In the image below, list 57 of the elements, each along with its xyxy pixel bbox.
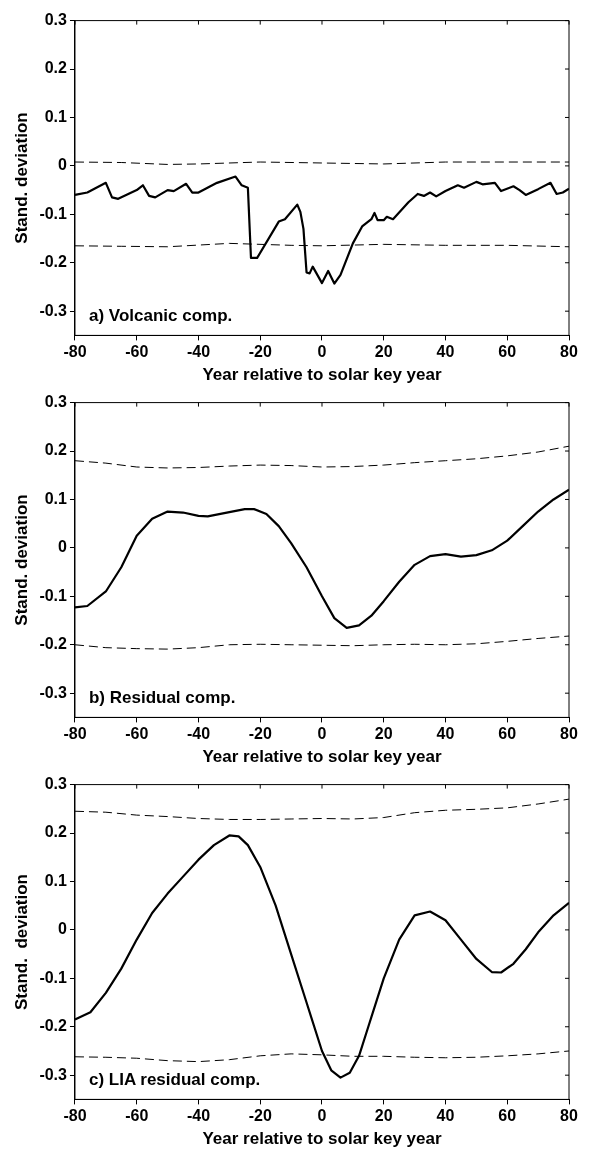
y-axis-title: Stand. deviation bbox=[11, 494, 31, 626]
y-tick-label: 0.2 bbox=[44, 59, 68, 77]
y-axis-title: Stand. deviation bbox=[11, 873, 31, 1011]
x-tick-label: 20 bbox=[374, 343, 393, 361]
y-tick-label: -0.2 bbox=[39, 635, 68, 653]
x-tick-label: 60 bbox=[498, 1107, 517, 1125]
x-tick-label: 80 bbox=[560, 343, 578, 361]
x-axis-title: Year relative to solar key year bbox=[202, 1129, 442, 1149]
x-tick-label: 40 bbox=[436, 343, 455, 361]
x-tick-label: -20 bbox=[248, 343, 272, 361]
y-tick-label: 0 bbox=[58, 156, 68, 174]
x-axis-title: Year relative to solar key year bbox=[202, 365, 442, 385]
x-tick-label: 0 bbox=[317, 343, 327, 361]
x-tick-label: 40 bbox=[436, 725, 455, 743]
x-tick-label: -80 bbox=[63, 1107, 87, 1125]
annotation: a) Volcanic comp. bbox=[88, 306, 233, 326]
y-tick-label: 0.1 bbox=[44, 489, 68, 507]
y-tick-label: 0.3 bbox=[44, 11, 68, 29]
x-tick-label: -60 bbox=[125, 343, 149, 361]
x-tick-label: -20 bbox=[248, 1107, 272, 1125]
y-tick-label: -0.1 bbox=[39, 204, 68, 222]
x-tick-label: -40 bbox=[186, 343, 211, 361]
y-tick-label: 0.1 bbox=[44, 107, 68, 125]
x-tick-label: -60 bbox=[125, 725, 149, 743]
y-tick-label: -0.3 bbox=[39, 683, 68, 701]
x-tick-label: 40 bbox=[436, 1107, 455, 1125]
x-tick-label: -80 bbox=[63, 343, 87, 361]
x-tick-label: 20 bbox=[374, 725, 393, 743]
y-tick-label: 0.3 bbox=[44, 393, 68, 411]
y-tick-label: -0.2 bbox=[39, 253, 68, 271]
y-tick-label: 0.1 bbox=[44, 871, 68, 889]
x-axis-title: Year relative to solar key year bbox=[202, 747, 442, 767]
x-tick-label: -20 bbox=[248, 725, 272, 743]
y-tick-label: 0 bbox=[58, 538, 68, 556]
x-tick-label: -40 bbox=[186, 725, 211, 743]
y-tick-label: -0.3 bbox=[39, 301, 68, 319]
y-axis-title: Stand. deviation bbox=[11, 112, 31, 244]
y-tick-label: -0.1 bbox=[39, 586, 68, 604]
x-tick-label: -80 bbox=[63, 725, 87, 743]
annotation: b) Residual comp. bbox=[88, 688, 236, 708]
y-tick-label: 0 bbox=[58, 920, 68, 938]
x-tick-label: 0 bbox=[317, 1107, 327, 1125]
annotation: c) LIA residual comp. bbox=[88, 1070, 261, 1090]
x-tick-label: 0 bbox=[317, 725, 327, 743]
x-tick-label: 80 bbox=[560, 1107, 578, 1125]
x-tick-label: 60 bbox=[498, 343, 517, 361]
x-tick-label: -40 bbox=[186, 1107, 211, 1125]
x-tick-label: -60 bbox=[125, 1107, 149, 1125]
y-tick-label: -0.1 bbox=[39, 968, 68, 986]
x-tick-label: 80 bbox=[560, 725, 578, 743]
y-tick-label: -0.3 bbox=[39, 1065, 68, 1083]
y-tick-label: -0.2 bbox=[39, 1017, 68, 1035]
y-tick-label: 0.3 bbox=[44, 775, 68, 793]
x-tick-label: 60 bbox=[498, 725, 517, 743]
y-tick-label: 0.2 bbox=[44, 441, 68, 459]
x-tick-label: 20 bbox=[374, 1107, 393, 1125]
y-tick-label: 0.2 bbox=[44, 823, 68, 841]
